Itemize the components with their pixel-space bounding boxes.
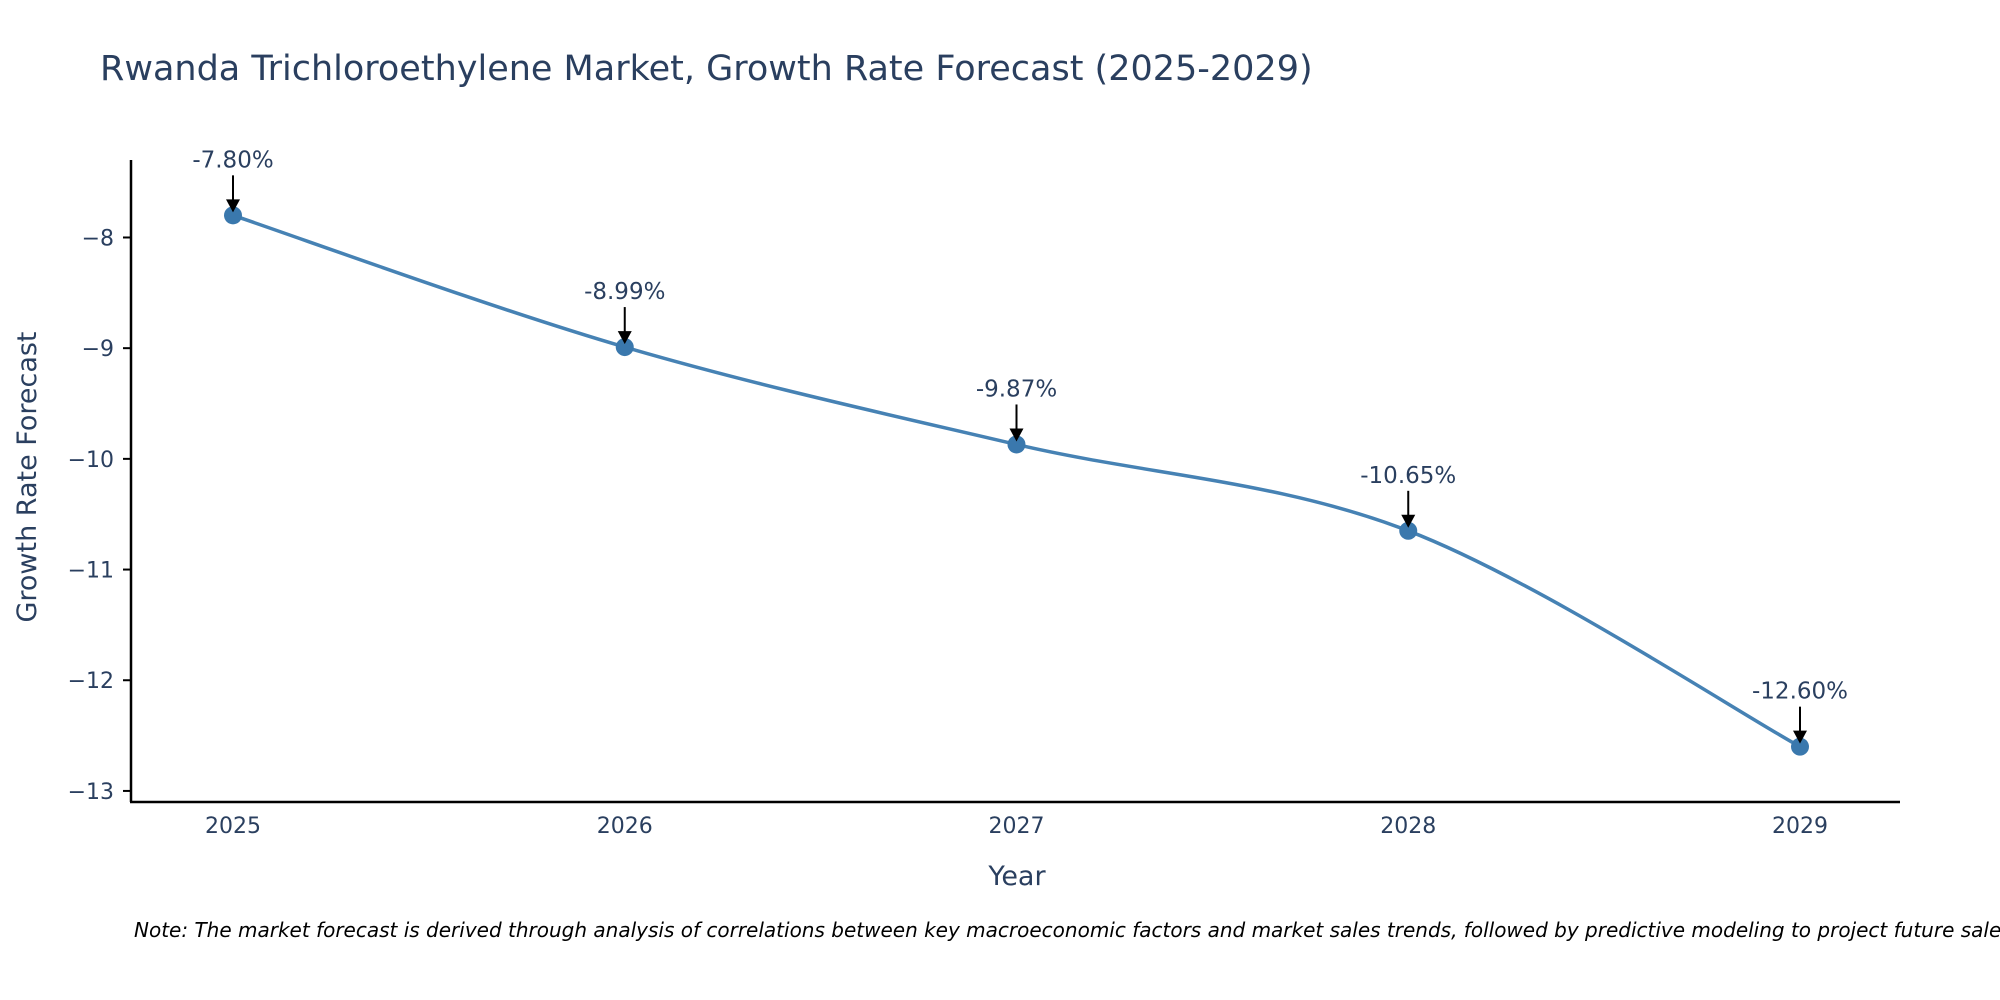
- x-tick-label: 2026: [597, 814, 653, 839]
- footnote: Note: The market forecast is derived thr…: [134, 918, 2000, 942]
- x-tick-label: 2027: [989, 814, 1045, 839]
- annotation-arrowhead: [1793, 730, 1807, 744]
- data-point: [1791, 737, 1809, 756]
- y-tick-label: −11: [68, 559, 114, 584]
- data-label: -10.65%: [1360, 463, 1456, 489]
- y-tick-label: −9: [82, 337, 114, 362]
- chart-title: Rwanda Trichloroethylene Market, Growth …: [100, 49, 1313, 89]
- data-label: -8.99%: [584, 279, 665, 305]
- x-axis-title: Year: [987, 861, 1046, 892]
- data-label: -9.87%: [976, 376, 1057, 402]
- x-tick-label: 2029: [1772, 814, 1828, 839]
- annotation-arrowhead: [1009, 428, 1024, 442]
- data-point: [1399, 521, 1418, 540]
- y-axis-title: Growth Rate Forecast: [12, 331, 43, 622]
- data-point: [1007, 435, 1026, 454]
- y-tick-label: −13: [68, 780, 114, 805]
- data-label: -12.60%: [1752, 679, 1848, 705]
- annotation-arrowhead: [226, 199, 240, 213]
- y-tick-label: −10: [68, 448, 114, 473]
- data-point: [615, 338, 634, 357]
- y-tick-label: −8: [82, 226, 114, 251]
- x-tick-label: 2025: [205, 814, 261, 839]
- x-tick-label: 2028: [1380, 814, 1436, 839]
- annotation-arrowhead: [1401, 514, 1416, 528]
- annotation-arrowhead: [617, 331, 632, 345]
- y-tick-label: −12: [68, 669, 114, 694]
- data-point: [224, 206, 242, 225]
- series-line: [232, 213, 1801, 749]
- data-label: -7.80%: [192, 147, 273, 173]
